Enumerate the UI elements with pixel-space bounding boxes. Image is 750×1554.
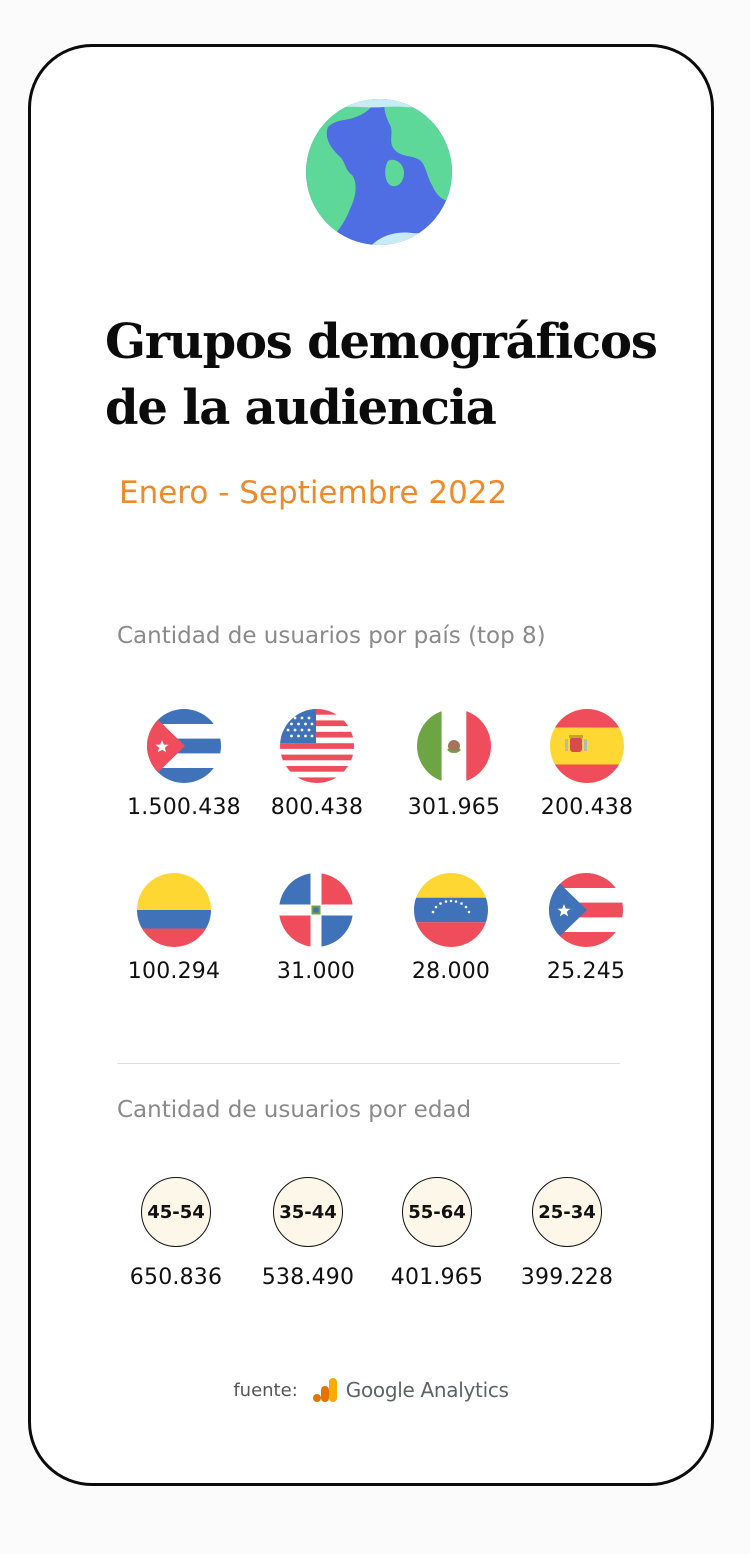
countries-section-label: Cantidad de usuarios por país (top 8) <box>117 623 546 649</box>
age-item: 45-54 650.836 <box>111 1177 241 1290</box>
mexico-flag-icon <box>417 709 491 783</box>
country-item: 800.438 <box>252 709 382 820</box>
country-users: 1.500.438 <box>127 795 241 820</box>
age-range-badge: 55-64 <box>402 1177 472 1247</box>
title-line-1: Grupos demográficos <box>105 314 658 370</box>
age-users: 399.228 <box>520 1265 614 1290</box>
country-users: 800.438 <box>270 795 364 820</box>
google-analytics-name: Google Analytics <box>345 1378 509 1402</box>
age-item: 55-64 401.965 <box>372 1177 502 1290</box>
country-users: 301.965 <box>407 795 501 820</box>
age-range-badge: 35-44 <box>273 1177 343 1247</box>
age-users: 401.965 <box>390 1265 484 1290</box>
country-users: 25.245 <box>546 959 626 984</box>
globe-icon <box>306 99 452 245</box>
infographic-card: Grupos demográficos de la audiencia Ener… <box>28 44 714 1486</box>
country-item: 31.000 <box>251 873 381 984</box>
age-users: 650.836 <box>129 1265 223 1290</box>
dominican-republic-flag-icon <box>279 873 353 947</box>
title-line-2: de la audiencia <box>105 380 497 436</box>
country-item: 100.294 <box>109 873 239 984</box>
country-item: 200.438 <box>522 709 652 820</box>
colombia-flag-icon <box>137 873 211 947</box>
spain-flag-icon <box>550 709 624 783</box>
source-footer: fuente: Google Analytics <box>31 1377 711 1403</box>
age-item: 35-44 538.490 <box>243 1177 373 1290</box>
country-users: 200.438 <box>540 795 634 820</box>
country-item: 301.965 <box>389 709 519 820</box>
country-item: 1.500.438 <box>119 709 249 820</box>
country-users: 31.000 <box>276 959 356 984</box>
period-subtitle: Enero - Septiembre 2022 <box>119 475 508 511</box>
country-users: 28.000 <box>411 959 491 984</box>
puerto-rico-flag-icon <box>549 873 623 947</box>
page-title: Grupos demográficos de la audiencia <box>105 309 705 441</box>
google-analytics-logo-icon <box>312 1378 337 1402</box>
google-analytics-brand: Google Analytics <box>312 1377 509 1403</box>
source-label: fuente: <box>233 1379 298 1401</box>
cuba-flag-icon <box>147 709 221 783</box>
age-item: 25-34 399.228 <box>502 1177 632 1290</box>
age-range-badge: 45-54 <box>141 1177 211 1247</box>
country-item: 25.245 <box>521 873 651 984</box>
age-users: 538.490 <box>261 1265 355 1290</box>
usa-flag-icon <box>280 709 354 783</box>
age-section-label: Cantidad de usuarios por edad <box>117 1097 472 1123</box>
country-item: 28.000 <box>386 873 516 984</box>
country-users: 100.294 <box>127 959 221 984</box>
age-range-badge: 25-34 <box>532 1177 602 1247</box>
venezuela-flag-icon <box>414 873 488 947</box>
section-divider <box>117 1063 620 1064</box>
